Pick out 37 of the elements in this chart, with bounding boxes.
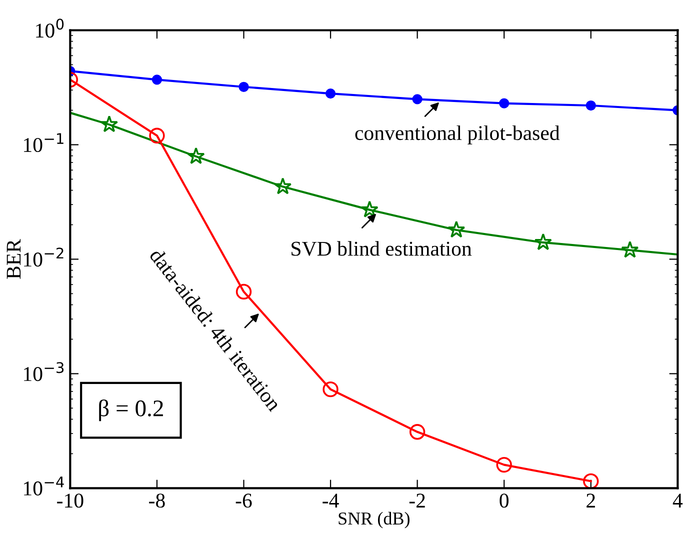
point bbox=[409, 424, 426, 440]
y-tick-label: 10$^{−1}$ bbox=[24, 133, 64, 152]
y-tick-label: 10$^{−2}$ bbox=[24, 248, 64, 267]
x-tick-label: -4 bbox=[322, 494, 339, 508]
point bbox=[274, 177, 292, 194]
point bbox=[621, 240, 639, 258]
y-tick-label: 10$^{−4}$ bbox=[24, 476, 64, 496]
x-tick-label: -10 bbox=[57, 494, 84, 508]
point bbox=[448, 220, 466, 238]
y-tick-label: 10$^{−3}$ bbox=[24, 362, 64, 382]
point bbox=[238, 82, 249, 92]
point bbox=[412, 94, 422, 104]
point bbox=[325, 88, 336, 99]
point bbox=[322, 381, 338, 398]
y-tick-label: 10$^{0}$ bbox=[36, 18, 64, 38]
x-tick-label: 4 bbox=[672, 494, 683, 508]
x-tick-label: -6 bbox=[236, 494, 252, 508]
point bbox=[586, 100, 596, 111]
point bbox=[100, 115, 118, 132]
y-axis-title: BER bbox=[6, 238, 21, 279]
annotation: β = 0.2 bbox=[99, 399, 163, 422]
point bbox=[534, 233, 552, 250]
point bbox=[149, 128, 165, 144]
point bbox=[187, 147, 205, 164]
x-tick-label: 0 bbox=[500, 494, 509, 508]
point bbox=[496, 456, 512, 473]
x-axis-title: SNR (dB) bbox=[338, 512, 410, 528]
x-tick-label: 2 bbox=[586, 494, 595, 508]
annotation: conventional pilot-based bbox=[355, 125, 560, 144]
point bbox=[236, 284, 252, 300]
x-tick-label: -8 bbox=[149, 494, 165, 508]
point bbox=[583, 473, 599, 488]
point bbox=[360, 200, 378, 218]
annotation: SVD blind estimation bbox=[292, 241, 472, 256]
point bbox=[152, 74, 162, 85]
x-tick-label: -2 bbox=[409, 494, 425, 508]
point bbox=[499, 98, 510, 108]
